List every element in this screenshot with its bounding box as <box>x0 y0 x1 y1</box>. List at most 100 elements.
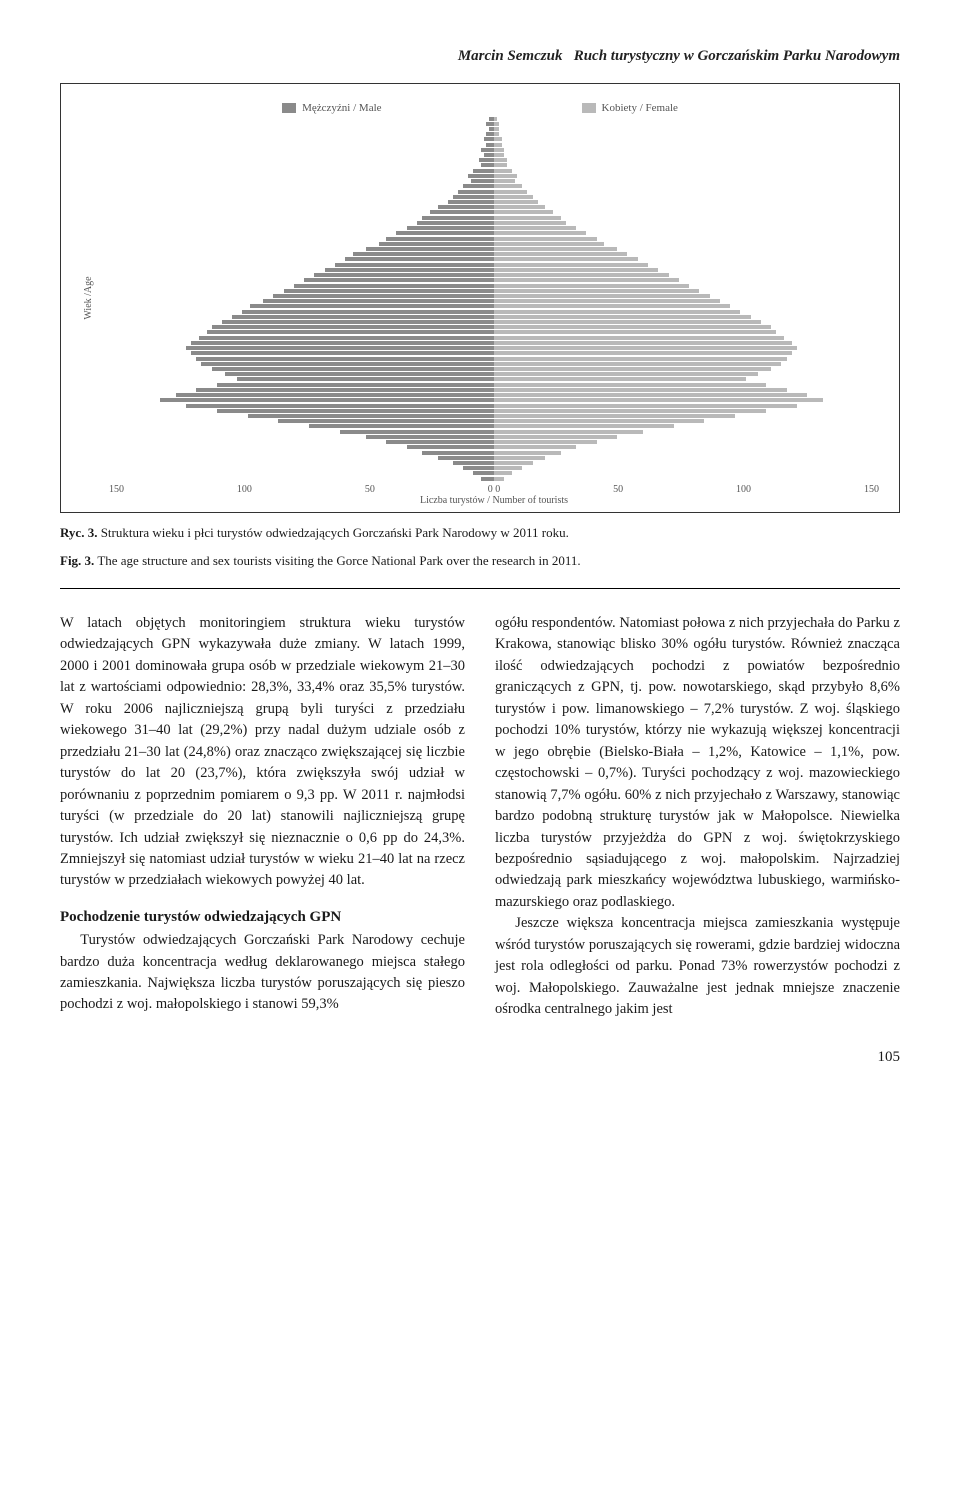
female-bar <box>494 221 566 225</box>
male-bar <box>479 158 494 162</box>
male-bar <box>335 263 494 267</box>
female-bar <box>494 336 784 340</box>
male-bar <box>453 195 494 199</box>
body-h1: Pochodzenie turystów odwiedzających GPN <box>60 906 465 928</box>
x-tick: 0 0 <box>488 484 501 495</box>
female-bar <box>494 195 533 199</box>
pyramid-chart: Mężczyźni / Male Kobiety / Female Wiek /… <box>60 83 900 513</box>
female-bar <box>494 367 771 371</box>
female-bar <box>494 393 807 397</box>
male-bar <box>176 393 494 397</box>
male-bar <box>486 122 494 126</box>
body-p4: Jeszcze większa koncentracja miejsca zam… <box>495 913 900 1020</box>
female-bar <box>494 200 538 204</box>
female-bar <box>494 278 679 282</box>
running-head: Marcin Semczuk Ruch turystyczny w Gorcza… <box>60 48 900 65</box>
body-columns: W latach objętych monitoringiem struktur… <box>60 613 900 1021</box>
pyramid-area <box>109 116 879 482</box>
female-bar <box>494 127 499 131</box>
female-bar <box>494 419 704 423</box>
female-bar <box>494 132 499 136</box>
male-bar <box>242 310 494 314</box>
male-bar <box>463 466 494 470</box>
male-bar <box>353 252 494 256</box>
female-bar <box>494 174 517 178</box>
male-bar <box>237 377 494 381</box>
female-bar <box>494 179 515 183</box>
female-bar <box>494 377 746 381</box>
female-bar <box>494 351 792 355</box>
female-bar <box>494 153 504 157</box>
male-bar <box>407 226 494 230</box>
male-bar <box>471 179 494 183</box>
female-bar <box>494 210 553 214</box>
x-tick: 100 <box>736 484 751 495</box>
female-bar <box>494 268 658 272</box>
x-tick: 50 <box>365 484 375 495</box>
female-bar <box>494 435 617 439</box>
male-bar <box>430 210 494 214</box>
legend-female: Kobiety / Female <box>582 102 678 114</box>
female-bar <box>494 362 781 366</box>
female-bar <box>494 471 512 475</box>
male-bar <box>222 320 494 324</box>
female-bar <box>494 430 643 434</box>
y-axis-label: Wiek /Age <box>83 276 94 319</box>
header-title: Ruch turystyczny w Gorczańskim Parku Nar… <box>574 48 900 64</box>
female-bar <box>494 383 766 387</box>
male-bar <box>340 430 494 434</box>
female-bar <box>494 404 797 408</box>
x-tick: 50 <box>613 484 623 495</box>
male-bar <box>250 304 494 308</box>
female-bar <box>494 158 507 162</box>
female-bar <box>494 169 512 173</box>
pyramid-bars <box>109 116 879 482</box>
female-bar <box>494 205 545 209</box>
male-bar <box>263 299 494 303</box>
female-bar <box>494 310 740 314</box>
legend-male: Mężczyźni / Male <box>282 102 381 114</box>
male-bar <box>196 357 494 361</box>
male-bar <box>453 461 494 465</box>
male-bar <box>463 184 494 188</box>
male-bar <box>484 137 494 141</box>
male-bar <box>417 221 494 225</box>
female-bar <box>494 445 576 449</box>
x-tick: 150 <box>864 484 879 495</box>
legend-female-label: Kobiety / Female <box>602 102 678 114</box>
male-bar <box>212 367 494 371</box>
male-bar <box>438 205 494 209</box>
female-bar <box>494 372 758 376</box>
male-bar <box>314 273 494 277</box>
female-bar <box>494 190 527 194</box>
female-bar <box>494 284 689 288</box>
male-bar <box>278 419 494 423</box>
female-bar <box>494 398 823 402</box>
male-bar <box>438 456 494 460</box>
female-bar <box>494 237 597 241</box>
female-bar <box>494 242 604 246</box>
female-bar <box>494 414 735 418</box>
female-swatch <box>582 103 596 113</box>
male-bar <box>468 174 494 178</box>
female-bar <box>494 357 787 361</box>
female-bar <box>494 477 504 481</box>
female-bar <box>494 273 669 277</box>
female-bar <box>494 325 771 329</box>
female-bar <box>494 184 522 188</box>
caption-en-text: The age structure and sex tourists visit… <box>97 553 580 568</box>
male-bar <box>207 330 494 334</box>
male-bar <box>484 153 494 157</box>
female-bar <box>494 252 627 256</box>
female-bar <box>494 294 710 298</box>
male-bar <box>191 341 494 345</box>
male-bar <box>386 440 494 444</box>
male-bar <box>325 268 494 272</box>
male-bar <box>232 315 494 319</box>
female-bar <box>494 341 792 345</box>
legend-male-label: Mężczyźni / Male <box>302 102 381 114</box>
male-bar <box>458 190 494 194</box>
male-bar <box>191 351 494 355</box>
male-bar <box>186 404 494 408</box>
female-bar <box>494 451 561 455</box>
